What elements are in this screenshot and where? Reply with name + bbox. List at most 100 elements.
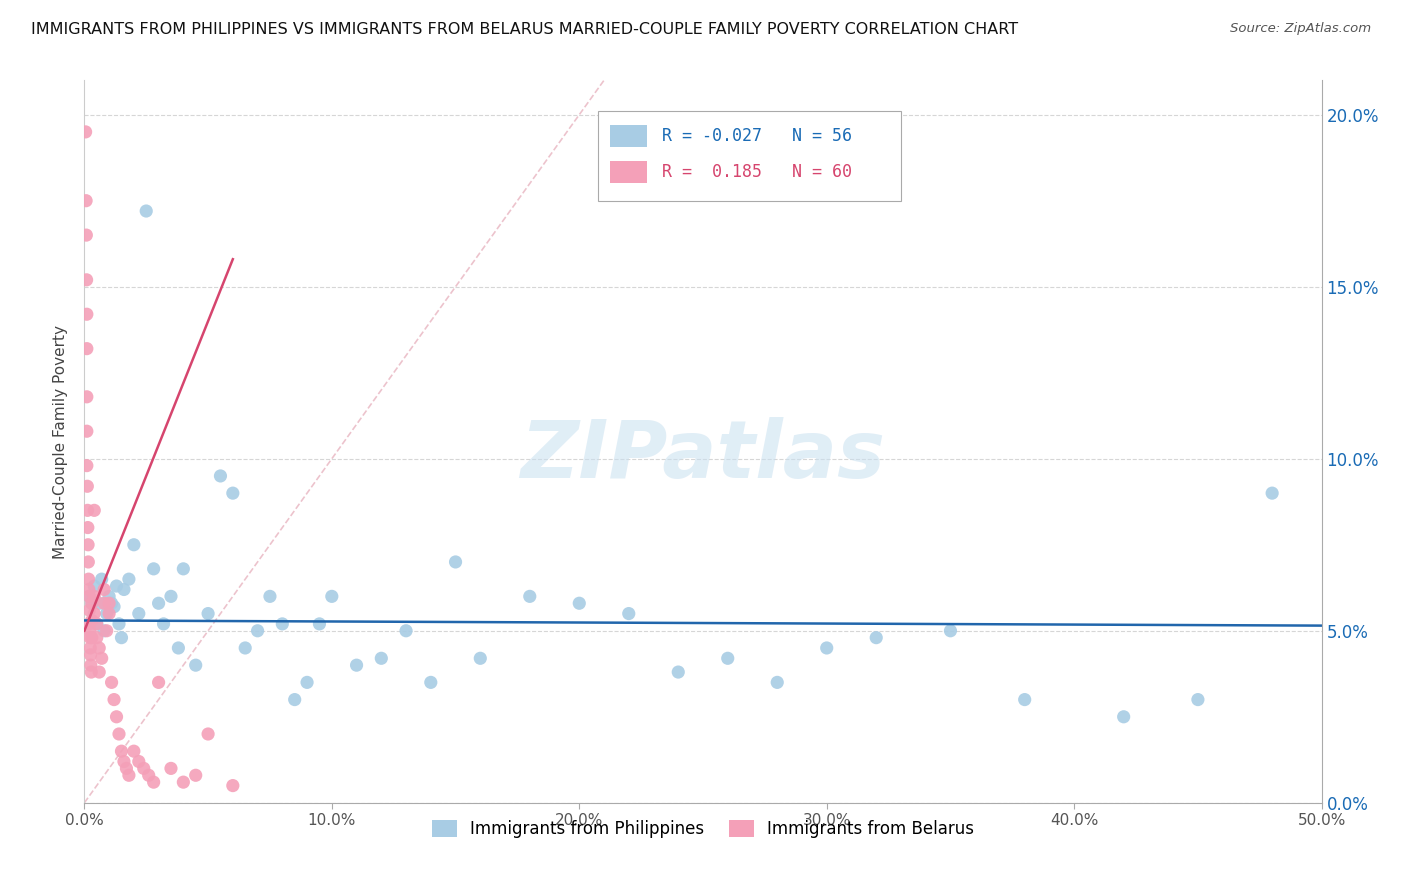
Point (80, 658, 103, 673)
Point (75, 125, 97, 139)
Point (160, 761, 183, 775)
Point (100, 675, 122, 690)
Point (271, 616, 294, 631)
Point (80, 614, 103, 628)
Point (89, 640, 111, 655)
Point (1112, 710, 1135, 724)
Point (108, 727, 131, 741)
Text: R =  0.185   N = 60: R = 0.185 N = 60 (662, 163, 852, 181)
Point (76, 503, 98, 517)
Point (80, 631, 103, 645)
Point (308, 616, 330, 631)
Point (222, 486, 245, 500)
Point (110, 631, 132, 645)
Point (76, 424, 98, 438)
Point (346, 658, 368, 673)
Point (132, 761, 155, 775)
Point (79, 648, 101, 662)
Point (172, 775, 194, 789)
Point (118, 768, 141, 782)
Point (98, 596, 121, 610)
Point (172, 562, 194, 576)
Point (118, 572, 141, 586)
Point (89, 596, 111, 610)
Point (470, 651, 492, 665)
Point (222, 779, 245, 793)
Point (76, 273, 98, 287)
Point (77, 555, 100, 569)
Legend: Immigrants from Philippines, Immigrants from Belarus: Immigrants from Philippines, Immigrants … (425, 814, 981, 845)
Point (395, 624, 418, 638)
Point (112, 755, 135, 769)
Y-axis label: Married-Couple Family Poverty: Married-Couple Family Poverty (53, 325, 69, 558)
Point (77, 572, 100, 586)
Point (96, 624, 118, 638)
Point (76, 479, 98, 493)
Point (766, 675, 789, 690)
Point (321, 590, 343, 604)
Point (128, 755, 150, 769)
Point (142, 562, 165, 576)
Point (79, 631, 101, 645)
Point (93, 582, 115, 597)
Point (519, 590, 541, 604)
Point (148, 675, 170, 690)
Point (105, 579, 128, 593)
Point (93, 596, 115, 610)
Point (865, 631, 887, 645)
Text: IMMIGRANTS FROM PHILIPPINES VS IMMIGRANTS FROM BELARUS MARRIED-COUPLE FAMILY POV: IMMIGRANTS FROM PHILIPPINES VS IMMIGRANT… (31, 22, 1018, 37)
Point (419, 675, 441, 690)
Point (83, 503, 105, 517)
Point (370, 651, 392, 665)
Point (96, 607, 118, 621)
Point (110, 744, 132, 758)
Point (98, 607, 121, 621)
Point (77, 582, 100, 597)
Point (284, 692, 307, 706)
Point (184, 658, 207, 673)
Point (79, 616, 101, 631)
Point (197, 607, 219, 621)
Point (90, 572, 112, 586)
Point (76, 458, 98, 473)
Point (80, 596, 103, 610)
Point (122, 538, 145, 552)
Point (86, 616, 108, 631)
Point (86, 616, 108, 631)
Point (128, 607, 150, 621)
Point (295, 675, 318, 690)
Point (160, 590, 183, 604)
Point (90, 651, 112, 665)
Point (246, 624, 269, 638)
FancyBboxPatch shape (598, 111, 901, 201)
Point (80, 596, 103, 610)
Point (138, 768, 160, 782)
Point (79, 590, 101, 604)
Point (1261, 486, 1284, 500)
Point (184, 768, 207, 782)
Point (197, 727, 219, 741)
Point (77, 538, 100, 552)
Text: R = -0.027   N = 56: R = -0.027 N = 56 (662, 127, 852, 145)
Point (103, 692, 125, 706)
Point (83, 590, 105, 604)
Point (83, 579, 105, 593)
Point (80, 665, 103, 679)
Point (717, 651, 740, 665)
Point (93, 624, 115, 638)
Point (89, 665, 111, 679)
Point (815, 640, 838, 655)
Point (209, 469, 232, 483)
Point (167, 640, 190, 655)
Point (79, 590, 101, 604)
Point (79, 603, 101, 617)
Point (444, 555, 467, 569)
Point (1187, 692, 1209, 706)
Point (76, 390, 98, 404)
Point (135, 204, 157, 219)
Point (86, 631, 108, 645)
Point (122, 744, 145, 758)
Point (108, 616, 131, 631)
Point (98, 590, 121, 604)
Point (617, 607, 640, 621)
